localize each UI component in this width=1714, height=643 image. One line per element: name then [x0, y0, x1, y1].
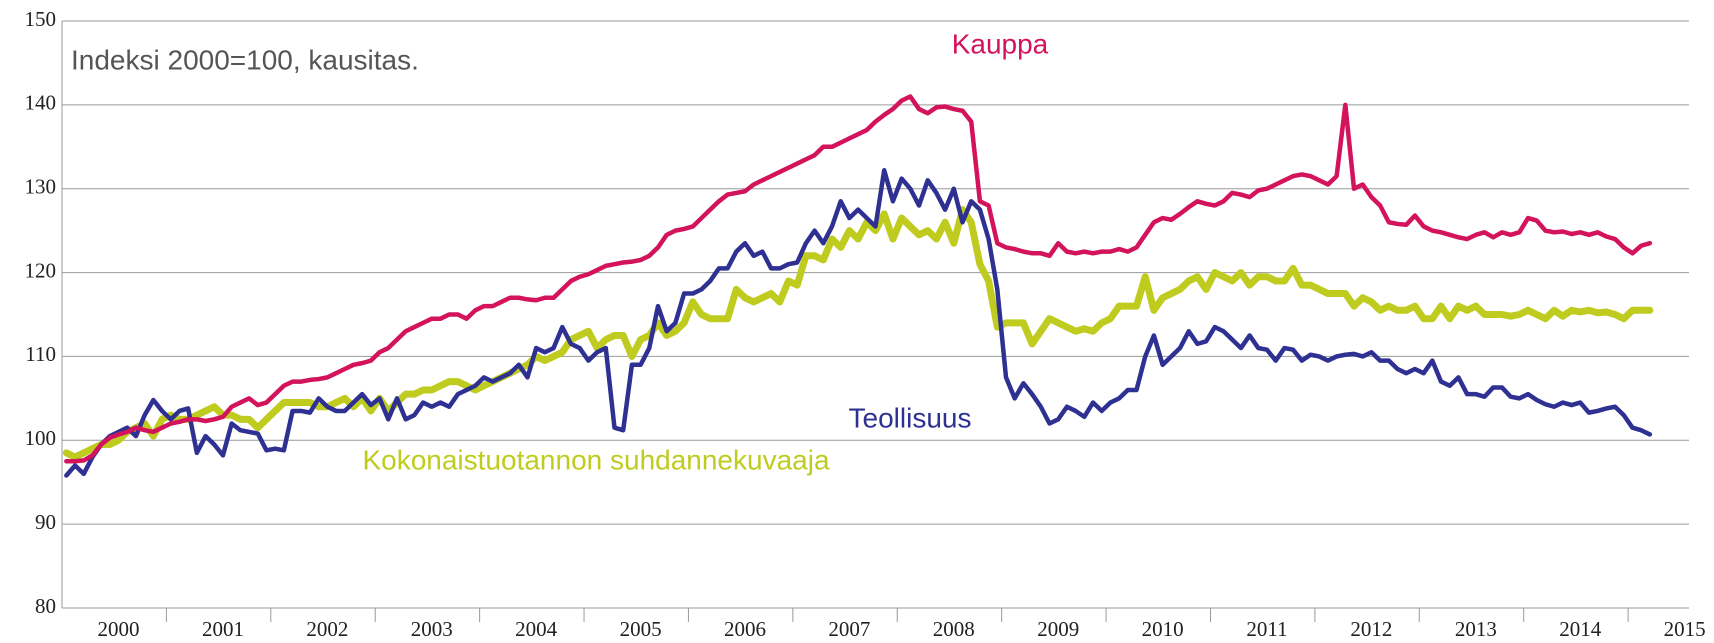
x-tick-label: 2005: [620, 617, 662, 641]
chart-subtitle: Indeksi 2000=100, kausitas.: [71, 44, 419, 75]
series-line: [62, 206, 1654, 461]
x-tick-label: 2002: [306, 617, 348, 641]
x-tick-label: 2012: [1350, 617, 1392, 641]
series-label: Kokonaistuotannon suhdannekuvaaja: [362, 444, 829, 475]
y-tick-label: 140: [25, 91, 57, 115]
y-tick-label: 80: [35, 594, 56, 618]
x-tick-label: 2003: [411, 617, 453, 641]
series-line: [64, 94, 1653, 464]
y-tick-label: 130: [25, 175, 57, 199]
x-tick-label: 2001: [202, 617, 244, 641]
y-tick-label: 100: [25, 426, 57, 450]
series-label: Kauppa: [952, 28, 1049, 59]
x-tick-label: 2013: [1455, 617, 1497, 641]
x-tick-label: 2014: [1559, 617, 1602, 641]
x-tick-label: 2009: [1037, 617, 1079, 641]
series-label: Teollisuus: [849, 402, 972, 433]
x-tick-label: 2000: [98, 617, 140, 641]
y-tick-label: 120: [25, 258, 57, 282]
x-tick-label: 2008: [933, 617, 975, 641]
y-tick-label: 90: [35, 510, 56, 534]
x-tick-label: 2006: [724, 617, 766, 641]
y-tick-label: 110: [25, 342, 56, 366]
y-tick-label: 150: [25, 7, 57, 31]
x-tick-label: 2004: [515, 617, 558, 641]
x-tick-label: 2015: [1664, 617, 1706, 641]
x-tick-label: 2007: [828, 617, 870, 641]
x-tick-label: 2011: [1246, 617, 1287, 641]
x-tick-label: 2010: [1142, 617, 1184, 641]
series-line: [64, 168, 1653, 478]
